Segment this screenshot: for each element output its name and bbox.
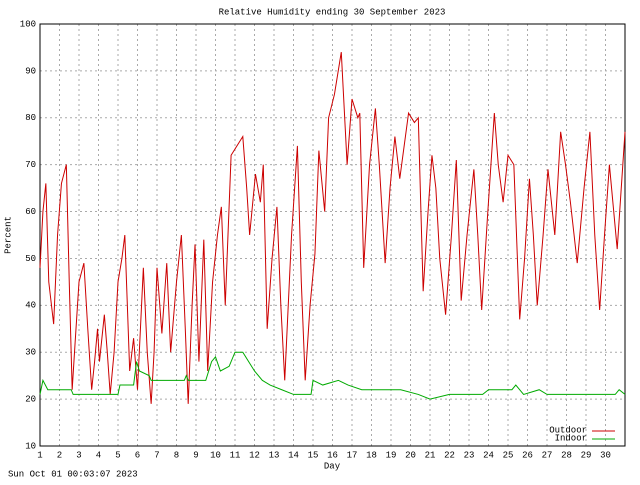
x-tick-label: 29 [581,450,592,460]
x-axis-label: Day [324,461,341,471]
y-tick-label: 70 [25,160,36,170]
x-tick-label: 22 [444,450,455,460]
y-tick-label: 40 [25,301,36,311]
x-tick-label: 21 [425,450,436,460]
y-tick-label: 30 [25,348,36,358]
y-tick-label: 10 [25,441,36,451]
x-tick-label: 17 [347,450,358,460]
y-tick-label: 90 [25,66,36,76]
x-tick-label: 24 [483,450,494,460]
x-tick-label: 2 [57,450,62,460]
plot-frame [39,23,626,447]
y-tick-label: 20 [25,394,36,404]
x-tick-label: 11 [230,450,241,460]
x-tick-label: 28 [561,450,572,460]
data-line [39,52,626,404]
x-tick-label: 6 [135,450,140,460]
x-tick-label: 18 [366,450,377,460]
x-tick-label: 3 [76,450,81,460]
timestamp: Sun Oct 01 00:03:07 2023 [8,469,138,479]
x-tick-label: 8 [174,450,179,460]
x-tick-label: 10 [210,450,221,460]
y-tick-label: 60 [25,207,36,217]
x-tick-label: 13 [269,450,280,460]
legend-label: Indoor [555,433,587,443]
data-line [39,351,626,400]
legend-label: Outdoor [549,425,587,435]
y-axis-label: Percent [3,216,13,254]
x-tick-label: 9 [193,450,198,460]
x-tick-label: 20 [405,450,416,460]
x-tick-label: 23 [464,450,475,460]
x-tick-label: 12 [249,450,260,460]
x-tick-label: 4 [96,450,101,460]
x-tick-label: 27 [542,450,553,460]
y-tick-label: 100 [20,19,36,29]
x-tick-label: 1 [37,450,42,460]
x-tick-label: 16 [327,450,338,460]
x-tick-label: 14 [288,450,299,460]
y-tick-label: 50 [25,254,36,264]
x-tick-label: 30 [600,450,611,460]
x-tick-label: 15 [308,450,319,460]
x-tick-label: 25 [503,450,514,460]
y-tick-label: 80 [25,113,36,123]
x-tick-label: 5 [115,450,120,460]
x-tick-label: 26 [522,450,533,460]
x-tick-label: 19 [386,450,397,460]
x-tick-label: 7 [154,450,159,460]
chart-title: Relative Humidity ending 30 September 20… [219,7,446,17]
